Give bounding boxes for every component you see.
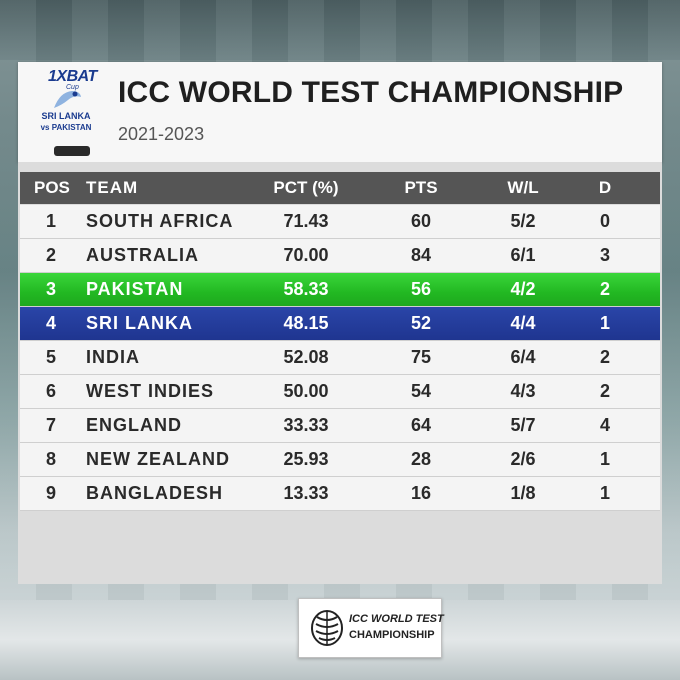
row-pos: 2: [45, 245, 56, 265]
row-team: SOUTH AFRICA: [86, 211, 234, 231]
row-pts: 64: [410, 415, 432, 435]
row-pos: 5: [45, 347, 56, 367]
row-pos: 7: [45, 415, 56, 435]
table-row: 5 INDIA 52.08 75 6/4 2: [20, 341, 660, 375]
row-d: 0: [599, 211, 610, 231]
row-pct: 48.15: [283, 313, 329, 333]
row-d: 1: [599, 449, 610, 469]
column-header-pts: PTS: [404, 178, 438, 197]
row-team: SRI LANKA: [86, 313, 193, 333]
row-pct: 13.33: [283, 483, 329, 503]
table-row: 7 ENGLAND 33.33 64 5/7 4: [20, 409, 660, 443]
row-pts: 54: [410, 381, 432, 401]
header-panel: 1XBAT Cup SRI LANKA vs PAKISTAN ICC WORL…: [18, 62, 662, 162]
row-pct: 52.08: [283, 347, 329, 367]
page-title: ICC WORLD TEST CHAMPIONSHIP: [118, 76, 624, 109]
row-team: INDIA: [86, 347, 140, 367]
row-pts: 60: [410, 211, 432, 231]
row-d: 2: [599, 279, 610, 299]
standings-table: POS TEAM PCT (%) PTS W/L D 1 SOUTH AFRIC…: [18, 162, 662, 584]
sponsor-badge: [54, 146, 90, 156]
row-pts: 28: [410, 449, 432, 469]
table-row-highlighted-srilanka: 4 SRI LANKA 48.15 52 4/4 1: [20, 307, 660, 341]
column-header-wl: W/L: [507, 178, 539, 197]
row-wl: 4/4: [510, 313, 536, 333]
row-team: AUSTRALIA: [86, 245, 199, 265]
row-pos: 8: [45, 449, 56, 469]
background-top: [0, 0, 680, 60]
row-d: 2: [599, 347, 610, 367]
row-d: 1: [599, 313, 610, 333]
row-wl: 1/8: [510, 483, 536, 503]
table-row: 6 WEST INDIES 50.00 54 4/3 2: [20, 375, 660, 409]
row-pos: 1: [45, 211, 56, 231]
row-team: PAKISTAN: [86, 279, 184, 299]
sponsor-line1: SRI LANKA: [41, 111, 91, 121]
row-d: 1: [599, 483, 610, 503]
row-wl: 5/2: [510, 211, 536, 231]
row-pct: 33.33: [283, 415, 329, 435]
column-header-team: TEAM: [86, 178, 139, 197]
row-team: BANGLADESH: [86, 483, 224, 503]
row-team: WEST INDIES: [86, 381, 215, 401]
row-d: 4: [599, 415, 610, 435]
row-pos: 6: [45, 381, 56, 401]
row-pct: 71.43: [283, 211, 329, 231]
row-pos: 4: [45, 313, 56, 333]
row-pos: 3: [45, 279, 56, 299]
cricket-player-icon: [54, 91, 81, 108]
table-row: 2 AUSTRALIA 70.00 84 6/1 3: [20, 239, 660, 273]
column-header-d: D: [598, 178, 612, 197]
sponsor-brand: 1XBAT: [48, 68, 97, 85]
row-pts: 16: [410, 483, 432, 503]
season-label: 2021-2023: [118, 124, 205, 144]
row-pct: 25.93: [283, 449, 329, 469]
row-wl: 4/2: [510, 279, 536, 299]
row-pts: 84: [410, 245, 432, 265]
row-team: ENGLAND: [86, 415, 182, 435]
row-pct: 50.00: [283, 381, 329, 401]
row-pts: 52: [410, 313, 432, 333]
row-pts: 56: [410, 279, 432, 299]
table-row: 8 NEW ZEALAND 25.93 28 2/6 1: [20, 443, 660, 477]
row-wl: 4/3: [510, 381, 536, 401]
row-wl: 5/7: [510, 415, 536, 435]
row-pts: 75: [410, 347, 432, 367]
row-d: 3: [599, 245, 610, 265]
column-header-pct: PCT (%): [273, 178, 339, 197]
table-row: 1 SOUTH AFRICA 71.43 60 5/2 0: [20, 205, 660, 239]
sponsor-sub: Cup: [66, 84, 79, 91]
sponsor-logo: 1XBAT Cup SRI LANKA vs PAKISTAN: [30, 66, 102, 158]
row-wl: 6/4: [510, 347, 536, 367]
footer-line1: ICC WORLD TEST: [349, 613, 444, 625]
sponsor-line2: vs PAKISTAN: [40, 123, 92, 132]
table-row: 9 BANGLADESH 13.33 16 1/8 1: [20, 477, 660, 511]
footer-wtc-logo: ICC WORLD TEST CHAMPIONSHIP: [298, 598, 444, 658]
row-pct: 70.00: [283, 245, 329, 265]
row-wl: 6/1: [510, 245, 536, 265]
row-wl: 2/6: [510, 449, 536, 469]
column-header-pos: POS: [34, 178, 70, 197]
icc-wtc-emblem-icon: [311, 610, 343, 646]
table-header-row: POS TEAM PCT (%) PTS W/L D: [20, 172, 660, 204]
footer-line2: CHAMPIONSHIP: [349, 629, 435, 641]
row-pct: 58.33: [283, 279, 329, 299]
row-pos: 9: [45, 483, 56, 503]
row-d: 2: [599, 381, 610, 401]
table-row-highlighted-pakistan: 3 PAKISTAN 58.33 56 4/2 2: [20, 273, 660, 307]
row-team: NEW ZEALAND: [86, 449, 230, 469]
